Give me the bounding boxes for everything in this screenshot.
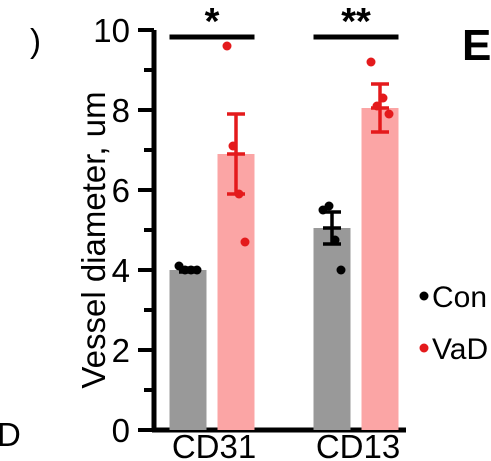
data-point	[372, 101, 382, 111]
x-tick-label: CD13	[316, 428, 400, 461]
y-tick-label: 10	[93, 12, 130, 49]
bar-vad-cd31	[217, 154, 255, 430]
y-tick-label: 6	[112, 172, 130, 209]
x-tick-label: CD31	[172, 428, 256, 461]
data-point	[234, 189, 244, 199]
panel-letter: E	[462, 21, 491, 70]
data-point	[378, 93, 388, 103]
legend: Con VaD	[419, 281, 488, 366]
legend-vad-label: VaD	[432, 333, 488, 366]
significance-label: **	[341, 1, 371, 43]
significance-label: *	[205, 1, 220, 43]
data-point	[336, 265, 346, 275]
left-top-fragment: )	[30, 22, 41, 59]
legend-con-marker	[419, 291, 429, 301]
legend-con-label: Con	[432, 281, 487, 314]
y-tick-label: 4	[112, 252, 130, 289]
bar-con-cd31	[169, 270, 207, 430]
bar-con-cd13	[313, 228, 351, 430]
legend-vad-marker	[419, 343, 429, 353]
data-point	[324, 201, 334, 211]
y-axis-title: Vessel diameter, um	[75, 91, 112, 388]
left-edge-text: D	[0, 416, 21, 453]
data-point	[228, 141, 238, 151]
data-point	[384, 109, 394, 119]
data-point	[366, 57, 376, 67]
data-point	[192, 265, 202, 275]
bar-vad-cd13	[361, 108, 399, 430]
data-point	[240, 237, 250, 247]
data-point	[222, 41, 232, 51]
y-tick-label: 2	[112, 332, 130, 369]
data-point	[330, 235, 340, 245]
y-tick-label: 8	[112, 92, 130, 129]
y-tick-label: 0	[112, 412, 130, 449]
